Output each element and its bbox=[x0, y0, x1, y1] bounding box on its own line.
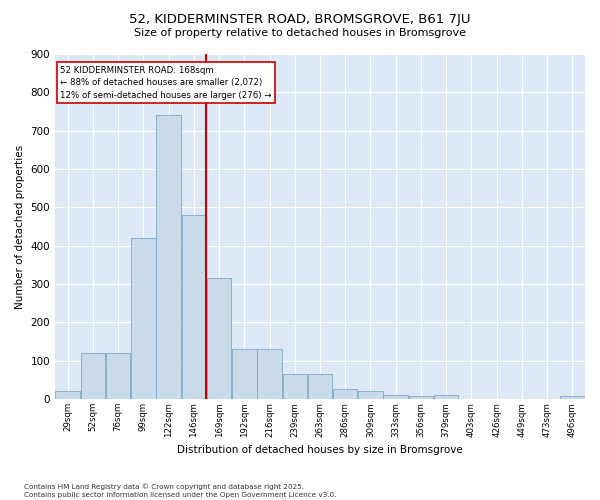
Text: 52 KIDDERMINSTER ROAD: 168sqm
← 88% of detached houses are smaller (2,072)
12% o: 52 KIDDERMINSTER ROAD: 168sqm ← 88% of d… bbox=[60, 66, 272, 100]
Bar bbox=[80, 353, 105, 399]
Bar bbox=[182, 215, 206, 399]
Text: Contains public sector information licensed under the Open Government Licence v3: Contains public sector information licen… bbox=[24, 492, 337, 498]
X-axis label: Distribution of detached houses by size in Bromsgrove: Distribution of detached houses by size … bbox=[177, 445, 463, 455]
Bar bbox=[257, 349, 282, 399]
Y-axis label: Number of detached properties: Number of detached properties bbox=[15, 144, 25, 308]
Bar bbox=[131, 238, 155, 399]
Bar bbox=[409, 396, 433, 399]
Bar bbox=[383, 395, 408, 399]
Bar bbox=[358, 392, 383, 399]
Bar bbox=[308, 374, 332, 399]
Text: Size of property relative to detached houses in Bromsgrove: Size of property relative to detached ho… bbox=[134, 28, 466, 38]
Bar bbox=[232, 349, 257, 399]
Bar bbox=[333, 390, 358, 399]
Bar bbox=[157, 116, 181, 399]
Bar bbox=[283, 374, 307, 399]
Bar bbox=[106, 353, 130, 399]
Bar bbox=[55, 392, 80, 399]
Text: 52, KIDDERMINSTER ROAD, BROMSGROVE, B61 7JU: 52, KIDDERMINSTER ROAD, BROMSGROVE, B61 … bbox=[129, 12, 471, 26]
Bar bbox=[207, 278, 232, 399]
Bar bbox=[434, 395, 458, 399]
Bar bbox=[560, 396, 584, 399]
Text: Contains HM Land Registry data © Crown copyright and database right 2025.: Contains HM Land Registry data © Crown c… bbox=[24, 484, 304, 490]
